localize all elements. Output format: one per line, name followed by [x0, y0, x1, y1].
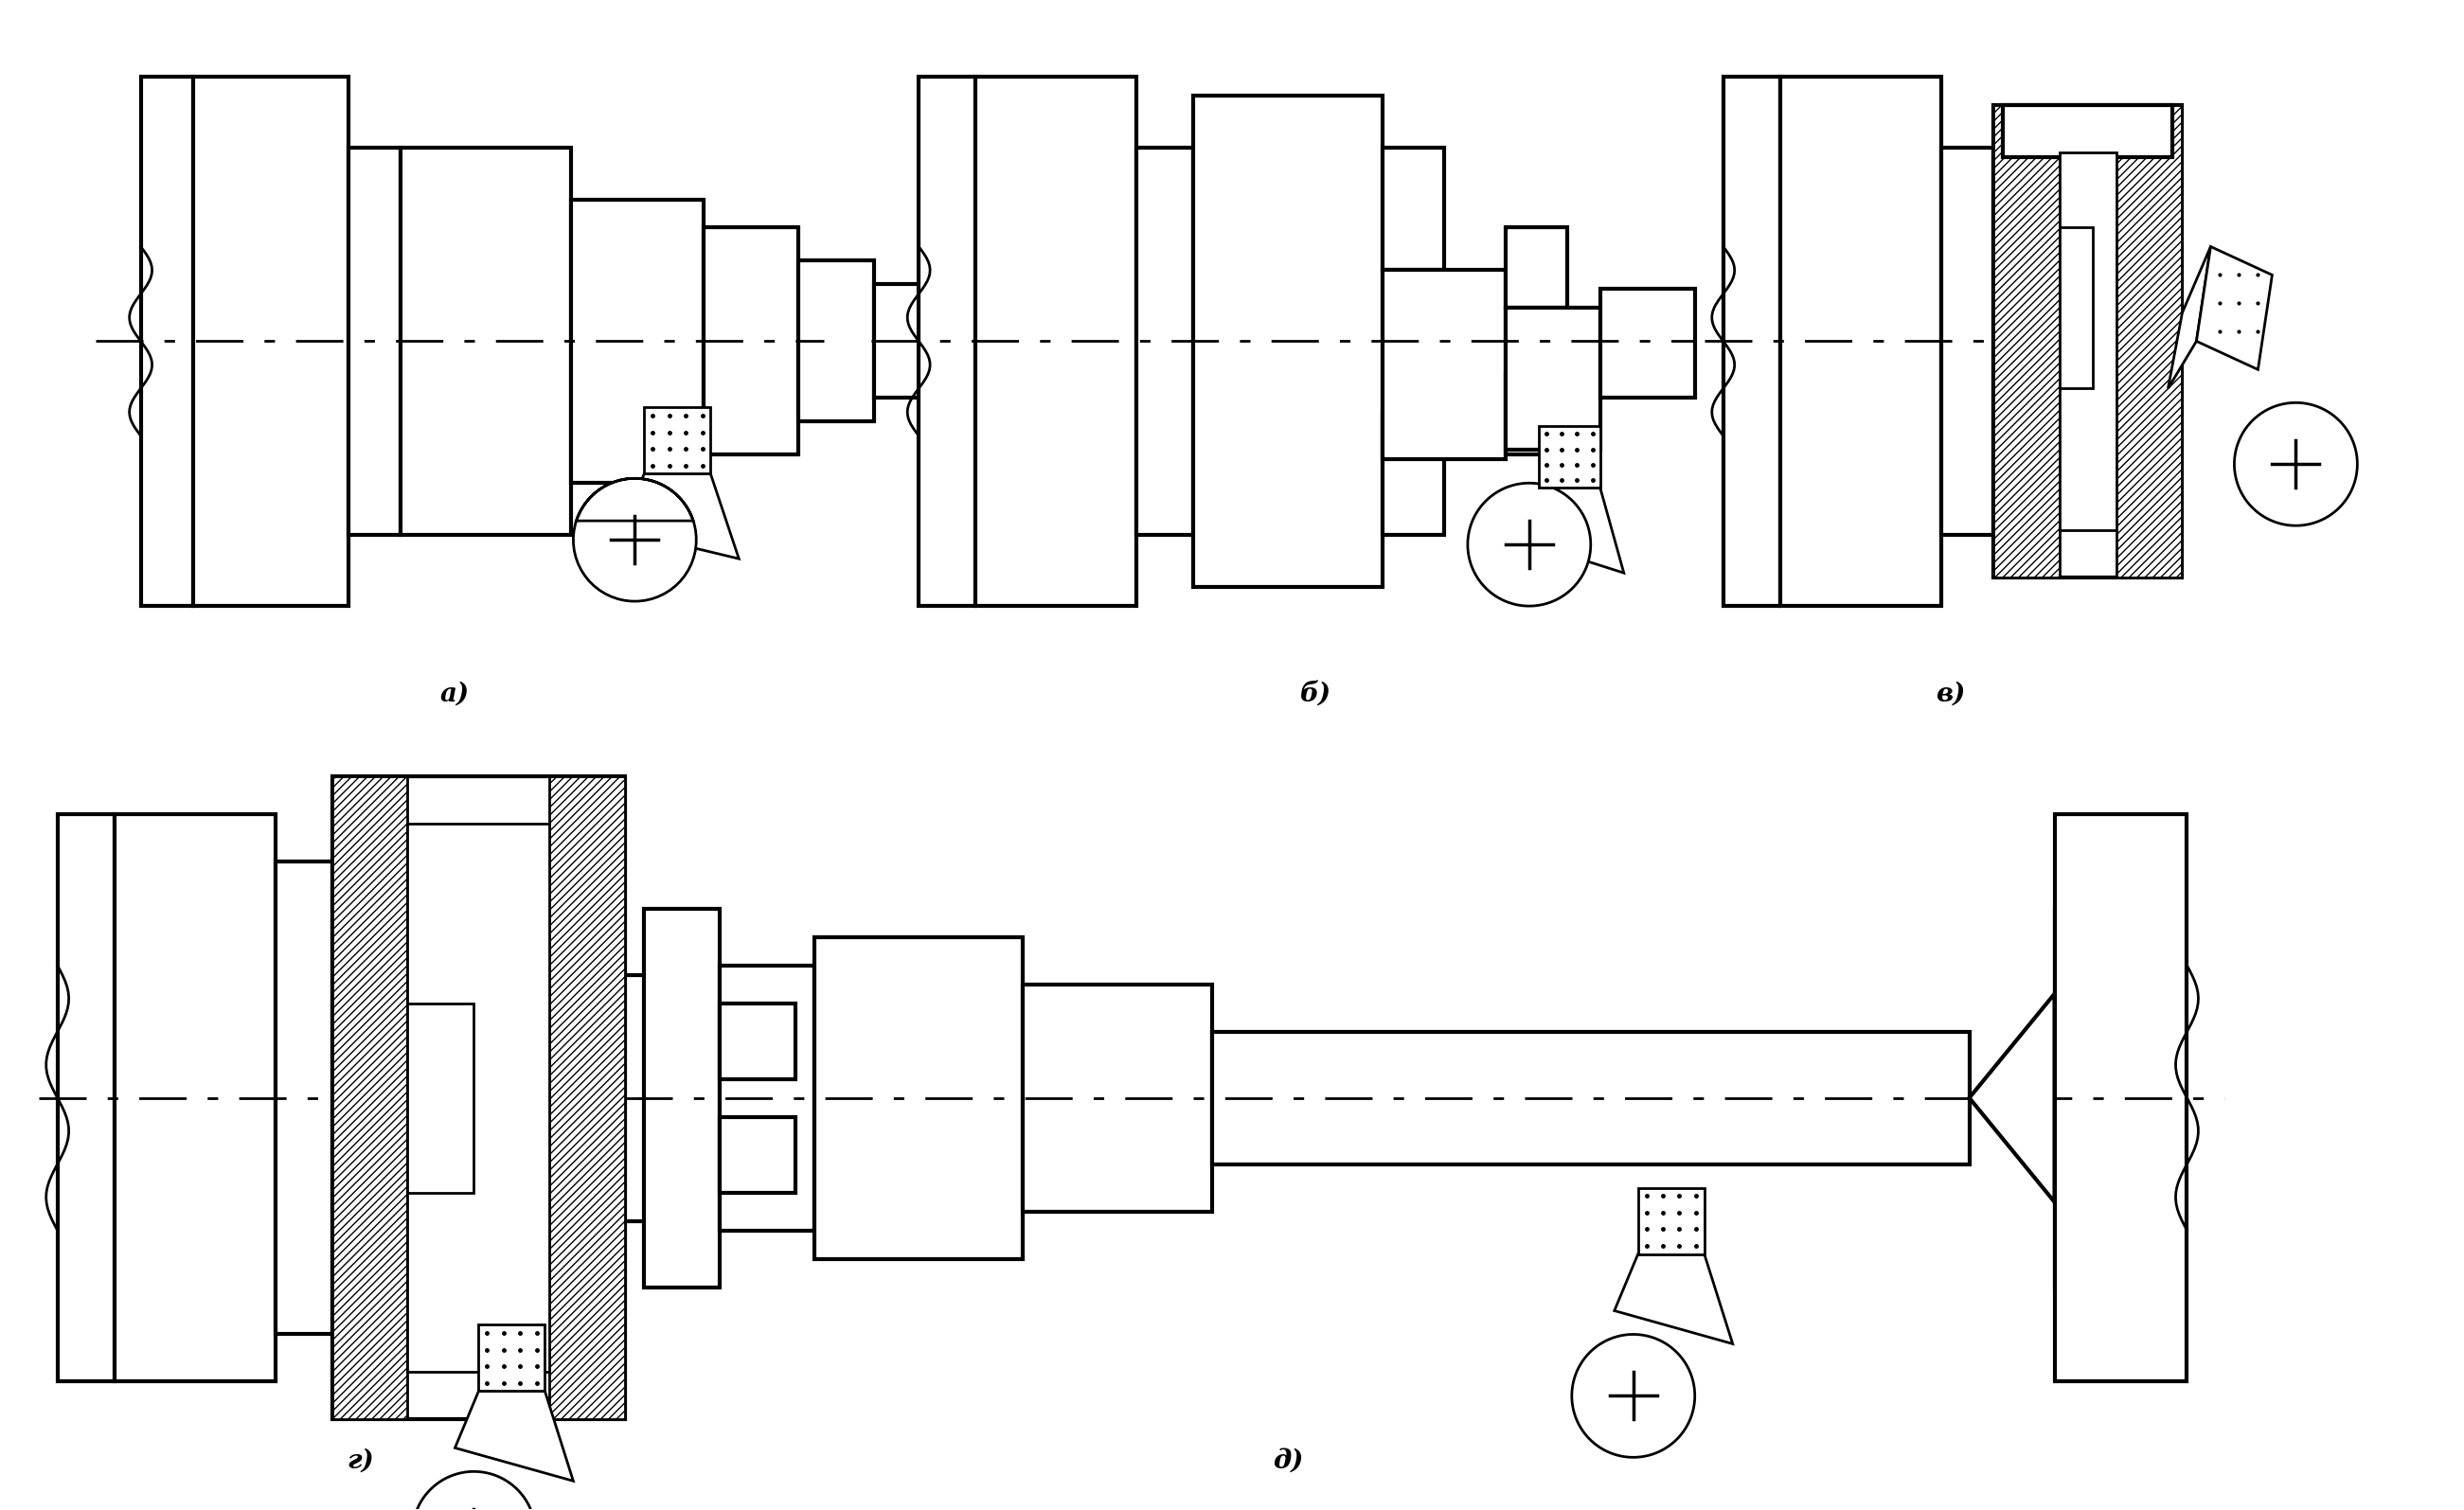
- Polygon shape: [2060, 228, 2092, 388]
- Polygon shape: [140, 77, 192, 606]
- Polygon shape: [643, 408, 710, 474]
- Polygon shape: [1193, 95, 1382, 587]
- Polygon shape: [2195, 246, 2272, 370]
- Polygon shape: [875, 284, 988, 399]
- Polygon shape: [719, 965, 816, 1231]
- Polygon shape: [2117, 104, 2183, 578]
- Polygon shape: [705, 228, 798, 455]
- Polygon shape: [1779, 77, 1942, 606]
- Polygon shape: [719, 1117, 796, 1193]
- Polygon shape: [621, 474, 739, 559]
- Polygon shape: [407, 823, 549, 1373]
- Polygon shape: [402, 148, 572, 535]
- Polygon shape: [1993, 104, 2183, 578]
- Polygon shape: [643, 909, 719, 1287]
- Polygon shape: [549, 776, 626, 1419]
- Polygon shape: [1614, 1253, 1732, 1344]
- Polygon shape: [719, 1003, 796, 1080]
- Polygon shape: [1506, 374, 1567, 455]
- Polygon shape: [192, 77, 350, 606]
- Polygon shape: [2055, 909, 2131, 1287]
- Polygon shape: [1212, 1031, 1969, 1164]
- Polygon shape: [1023, 985, 1212, 1211]
- Polygon shape: [976, 77, 1136, 606]
- Polygon shape: [816, 938, 1023, 1259]
- Polygon shape: [572, 199, 705, 483]
- Polygon shape: [2055, 814, 2188, 1382]
- Polygon shape: [1506, 228, 1567, 308]
- Text: а): а): [441, 681, 471, 707]
- Polygon shape: [1506, 308, 1599, 450]
- Text: г): г): [347, 1448, 375, 1474]
- Polygon shape: [333, 776, 626, 1419]
- Polygon shape: [276, 861, 333, 1335]
- Polygon shape: [456, 1391, 574, 1481]
- Polygon shape: [2235, 403, 2358, 525]
- Polygon shape: [1969, 994, 2055, 1202]
- Polygon shape: [919, 77, 976, 606]
- Polygon shape: [113, 814, 276, 1382]
- Polygon shape: [574, 479, 697, 601]
- Polygon shape: [1722, 77, 1779, 606]
- Text: б): б): [1301, 681, 1333, 707]
- Polygon shape: [1572, 1335, 1695, 1457]
- Text: д): д): [1271, 1448, 1303, 1474]
- Polygon shape: [2168, 246, 2210, 388]
- Text: в): в): [1937, 681, 1966, 707]
- Polygon shape: [407, 1003, 473, 1193]
- Polygon shape: [1382, 148, 1444, 270]
- Polygon shape: [1599, 288, 1695, 399]
- Polygon shape: [1136, 148, 1193, 535]
- Polygon shape: [57, 814, 113, 1382]
- Polygon shape: [1520, 488, 1624, 572]
- Polygon shape: [478, 1324, 545, 1391]
- Polygon shape: [798, 261, 875, 421]
- Polygon shape: [2003, 104, 2173, 157]
- Polygon shape: [626, 975, 702, 1222]
- Polygon shape: [1942, 148, 1993, 535]
- Polygon shape: [1382, 412, 1444, 535]
- Polygon shape: [1538, 426, 1599, 488]
- Polygon shape: [1639, 1188, 1705, 1253]
- Polygon shape: [1382, 270, 1506, 459]
- Polygon shape: [333, 776, 407, 1419]
- Polygon shape: [411, 1472, 535, 1510]
- Polygon shape: [1469, 483, 1592, 606]
- Polygon shape: [2060, 153, 2117, 530]
- Polygon shape: [350, 148, 402, 535]
- Polygon shape: [1993, 104, 2060, 578]
